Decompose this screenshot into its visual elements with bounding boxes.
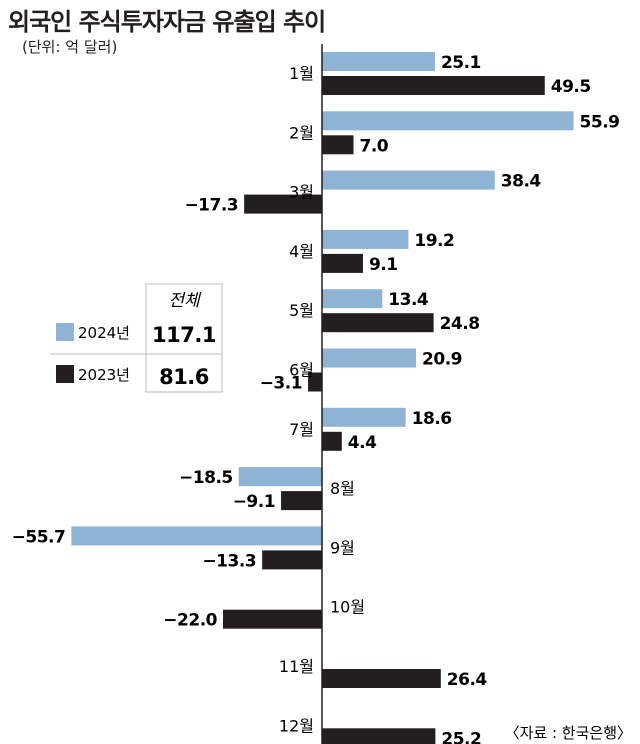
value-label-2023-1: 49.5 — [551, 77, 591, 97]
value-label-2024-8: −18.5 — [179, 468, 233, 488]
month-label-11: 11월 — [279, 657, 314, 676]
month-label-8: 8월 — [330, 479, 355, 498]
value-label-2024-3: 38.4 — [501, 172, 542, 192]
bar-2023-12 — [322, 728, 436, 744]
value-label-2023-12: 25.2 — [441, 729, 481, 744]
legend-swatch-2024 — [56, 323, 74, 341]
value-label-2023-7: 4.4 — [348, 433, 377, 453]
month-label-6: 6월 — [289, 361, 314, 380]
legend-swatch-2023 — [56, 365, 74, 383]
value-label-2024-5: 13.4 — [388, 290, 429, 310]
chart-title: 외국인 주식투자자금 유출입 추이 — [8, 8, 326, 36]
bar-2023-5 — [322, 313, 434, 333]
value-label-2023-10: −22.0 — [163, 611, 217, 631]
month-label-4: 4월 — [289, 242, 314, 261]
bar-2023-4 — [322, 253, 363, 273]
bar-2024-7 — [322, 407, 406, 427]
month-label-10: 10월 — [330, 598, 365, 617]
value-label-2023-11: 26.4 — [447, 670, 488, 690]
value-label-2024-2: 55.9 — [580, 112, 620, 132]
bar-2024-9 — [71, 526, 322, 546]
totals-header: 전체 — [168, 291, 202, 311]
value-label-2024-4: 19.2 — [414, 231, 454, 251]
bar-2023-1 — [322, 76, 545, 95]
month-label-12: 12월 — [279, 716, 314, 735]
month-label-2: 2월 — [289, 123, 314, 142]
value-label-2023-5: 24.8 — [440, 314, 480, 334]
month-label-3: 3월 — [289, 183, 314, 202]
bar-2023-6 — [308, 372, 322, 392]
unit-label: (단위: 억 달러) — [22, 38, 118, 56]
bar-2023-9 — [262, 550, 322, 570]
totals-box — [145, 283, 223, 393]
bar-2023-11 — [322, 669, 441, 688]
value-label-2023-4: 9.1 — [369, 255, 398, 275]
legend-label-2023: 2023년 — [78, 366, 130, 384]
bar-2024-2 — [322, 111, 574, 131]
bar-2023-2 — [322, 135, 354, 155]
month-label-1: 1월 — [289, 64, 314, 83]
bar-2024-3 — [322, 170, 495, 190]
value-label-2024-9: −55.7 — [12, 527, 66, 547]
value-label-2024-6: 20.9 — [422, 350, 462, 370]
value-label-2023-9: −13.3 — [202, 551, 256, 571]
bar-2023-7 — [322, 431, 342, 451]
month-label-7: 7월 — [289, 420, 314, 439]
legend-label-2024: 2024년 — [78, 324, 130, 342]
month-label-9: 9월 — [330, 538, 355, 557]
bar-2023-10 — [223, 609, 322, 629]
bar-2024-8 — [238, 467, 322, 487]
source-note: 〈자료 : 한국은행〉 — [505, 724, 632, 742]
bar-2024-6 — [322, 348, 417, 368]
value-label-2023-2: 7.0 — [360, 136, 389, 156]
legend-totals-table: 전체 2024년 117.1 2023년 81.6 — [50, 283, 223, 393]
month-label-5: 5월 — [289, 301, 314, 320]
value-label-2023-6: −3.1 — [260, 374, 302, 394]
bar-2024-4 — [322, 229, 409, 249]
bar-2023-3 — [244, 194, 322, 214]
bar-2023-8 — [281, 491, 322, 511]
value-label-2024-7: 18.6 — [412, 409, 452, 429]
bar-2024-5 — [322, 289, 383, 309]
value-label-2023-8: −9.1 — [233, 492, 275, 512]
bars-layer — [71, 52, 574, 744]
labels-layer: 25.1 49.5 1월 55.9 7.0 2월 38.4 −17.3 3월 19.2 9.1 4월 1… — [12, 53, 620, 744]
total-value-2024: 117.1 — [152, 323, 216, 347]
value-label-2024-1: 25.1 — [441, 53, 481, 73]
value-label-2023-3: −17.3 — [184, 196, 238, 216]
total-value-2023: 81.6 — [159, 365, 209, 389]
bar-2024-1 — [322, 52, 435, 71]
